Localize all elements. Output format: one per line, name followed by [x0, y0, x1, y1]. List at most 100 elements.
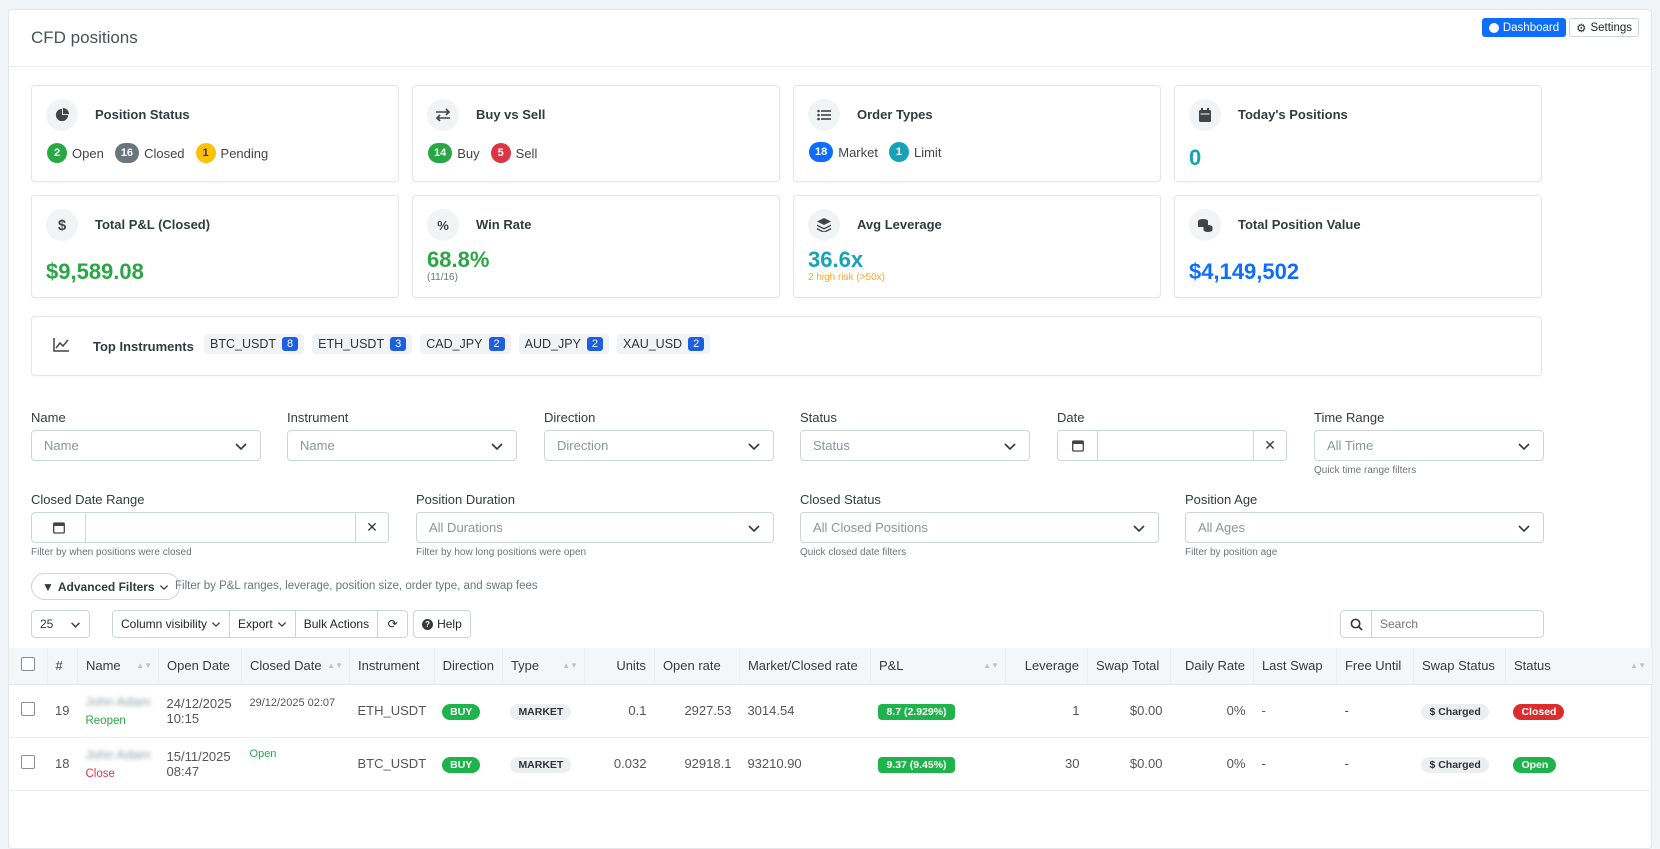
close-link[interactable]: Close — [85, 768, 115, 780]
filter-icon: ▼ — [42, 579, 54, 594]
row-last-swap: - — [1253, 684, 1337, 738]
instrument-count: 8 — [281, 337, 299, 351]
instrument-chip[interactable]: CAD_JPY 2 — [420, 334, 511, 354]
row-checkbox[interactable] — [21, 755, 35, 769]
instrument-chip[interactable]: AUD_JPY 2 — [518, 334, 610, 354]
row-pnl-cell: 9.37 (9.45%) — [870, 737, 1006, 791]
row-type-cell: MARKET — [502, 684, 585, 738]
date-filter-group: ✕ — [1057, 430, 1287, 461]
advanced-filters-label: Advanced Filters — [57, 579, 155, 594]
position-age-value: All Ages — [1198, 520, 1245, 535]
direction-filter-select[interactable]: Direction — [544, 430, 774, 461]
chevron-down-icon — [748, 524, 760, 532]
closed-status-label: Closed Status — [800, 492, 881, 507]
instrument-filter-select[interactable]: Name — [287, 430, 517, 461]
col-header-swap-total[interactable]: Swap Total — [1087, 648, 1171, 685]
row-closed-date: Open — [241, 737, 350, 791]
col-header-type[interactable]: Type ▲▼ — [502, 648, 585, 685]
col-header-last-swap[interactable]: Last Swap — [1253, 648, 1337, 685]
date-input[interactable] — [1098, 431, 1253, 460]
calendar-button[interactable] — [1058, 431, 1098, 460]
closed-date-range-input[interactable] — [86, 513, 355, 542]
col-header-status[interactable]: Status ▲▼ — [1505, 648, 1654, 685]
col-header-open-date[interactable]: Open Date — [158, 648, 243, 685]
col-header-id[interactable]: # — [47, 648, 78, 685]
row-checkbox[interactable] — [21, 702, 35, 716]
col-header-direction[interactable]: Direction — [434, 648, 503, 685]
col-header-free-until[interactable]: Free Until — [1336, 648, 1414, 685]
col-header-pnl[interactable]: P&L ▲▼ — [870, 648, 1006, 685]
col-header-swap-status[interactable]: Swap Status — [1413, 648, 1506, 685]
position-status-card: Position Status 2 Open 16 Closed 1 Pending — [31, 85, 399, 182]
search-icon[interactable] — [1341, 611, 1372, 637]
row-open-date: 24/12/2025 — [166, 695, 232, 711]
page-size-select[interactable]: 25 — [31, 610, 90, 638]
pnl-badge: 9.37 (9.45%) — [878, 757, 955, 773]
col-header-name[interactable]: Name ▲▼ — [77, 648, 160, 685]
page-title: CFD positions — [31, 28, 138, 47]
row-select-cell — [9, 737, 47, 791]
row-open-rate: 92918.1 — [654, 737, 740, 791]
row-swap-total: $0.00 — [1087, 737, 1171, 791]
table-row[interactable]: 19 John Adam Reopen 24/12/2025 10:15 29/… — [9, 684, 1653, 738]
instrument-filter-placeholder: Name — [300, 438, 335, 453]
col-header-daily-rate[interactable]: Daily Rate — [1170, 648, 1254, 685]
column-visibility-button[interactable]: Column visibility — [112, 610, 231, 638]
buy-count-badge: 14 — [428, 143, 453, 163]
help-button[interactable]: ? Help — [413, 610, 471, 638]
table-row[interactable]: 18 John Adam Close 15/11/2025 08:47 Open… — [9, 737, 1653, 791]
calendar-button[interactable] — [32, 513, 86, 542]
row-market-rate: 3014.54 — [739, 684, 871, 738]
select-all-checkbox[interactable] — [20, 657, 35, 672]
closed-status-select[interactable]: All Closed Positions — [800, 512, 1159, 543]
position-duration-select[interactable]: All Durations — [416, 512, 774, 543]
time-range-help: Quick time range filters — [1314, 465, 1417, 476]
row-instrument: BTC_USDT — [349, 737, 435, 791]
time-range-label: Time Range — [1314, 410, 1385, 425]
position-age-select[interactable]: All Ages — [1185, 512, 1544, 543]
status-filter-select[interactable]: Status — [800, 430, 1030, 461]
sort-icon: ▲▼ — [1630, 661, 1646, 670]
advanced-filters-button[interactable]: ▼ Advanced Filters — [31, 573, 180, 600]
col-header-leverage[interactable]: Leverage — [1005, 648, 1088, 685]
col-header-market-rate[interactable]: Market/Closed rate — [739, 648, 871, 685]
instrument-count: 2 — [488, 337, 505, 351]
direction-filter-label: Direction — [544, 410, 596, 425]
reopen-link[interactable]: Reopen — [85, 715, 126, 727]
avg-leverage-card: Avg Leverage 36.6x 2 high risk (>50x) — [793, 195, 1161, 298]
position-duration-label: Position Duration — [416, 492, 515, 507]
positions-table: # Name ▲▼ Open Date Closed Date ▲▼ Instrum… — [9, 648, 1654, 791]
todays-positions-card: Today's Positions 0 — [1174, 85, 1542, 182]
row-type-cell: MARKET — [502, 737, 585, 791]
instrument-chip[interactable]: XAU_USD 2 — [617, 334, 711, 354]
page-container: CFD positions Dashboard ⚙ Settings Posit… — [8, 9, 1654, 849]
row-open-date-cell: 24/12/2025 10:15 — [158, 684, 242, 738]
sort-icon: ▲▼ — [136, 661, 153, 670]
row-direction-cell: BUY — [434, 684, 503, 738]
instrument-chip[interactable]: ETH_USDT 3 — [312, 334, 413, 354]
col-header-open-rate[interactable]: Open rate — [654, 648, 740, 685]
dashboard-button[interactable]: Dashboard — [1481, 18, 1567, 37]
chevron-down-icon — [748, 442, 760, 450]
settings-button[interactable]: ⚙ Settings — [1569, 18, 1639, 37]
col-header-instrument[interactable]: Instrument — [349, 648, 435, 685]
col-header-label: Units — [616, 658, 646, 674]
row-swap-total: $0.00 — [1087, 684, 1171, 738]
clear-date-button[interactable]: ✕ — [1253, 431, 1286, 460]
col-header-closed-date[interactable]: Closed Date ▲▼ — [241, 648, 351, 685]
col-header-units[interactable]: Units — [584, 648, 655, 685]
time-range-select[interactable]: All Time — [1314, 430, 1544, 461]
export-button[interactable]: Export — [230, 610, 296, 638]
buy-sell-card: Buy vs Sell 14 Buy 5 Sell — [412, 85, 780, 182]
position-age-help: Filter by position age — [1185, 547, 1278, 558]
order-types-card: Order Types 18 Market 1 Limit — [793, 85, 1161, 182]
row-open-time: 10:15 — [166, 710, 200, 726]
clear-closed-date-button[interactable]: ✕ — [355, 513, 388, 542]
card-title: Order Types — [857, 107, 933, 122]
instrument-chip[interactable]: BTC_USDT 8 — [204, 334, 305, 354]
refresh-button[interactable]: ⟳ — [378, 610, 409, 638]
name-filter-select[interactable]: Name — [31, 430, 261, 461]
closed-count-badge: 16 — [114, 143, 140, 163]
bulk-actions-button[interactable]: Bulk Actions — [295, 610, 379, 638]
search-input[interactable] — [1372, 611, 1543, 637]
